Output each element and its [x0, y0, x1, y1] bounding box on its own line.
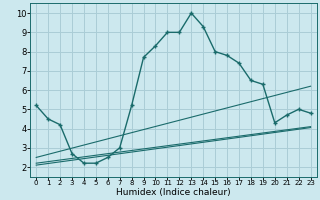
X-axis label: Humidex (Indice chaleur): Humidex (Indice chaleur) — [116, 188, 231, 197]
